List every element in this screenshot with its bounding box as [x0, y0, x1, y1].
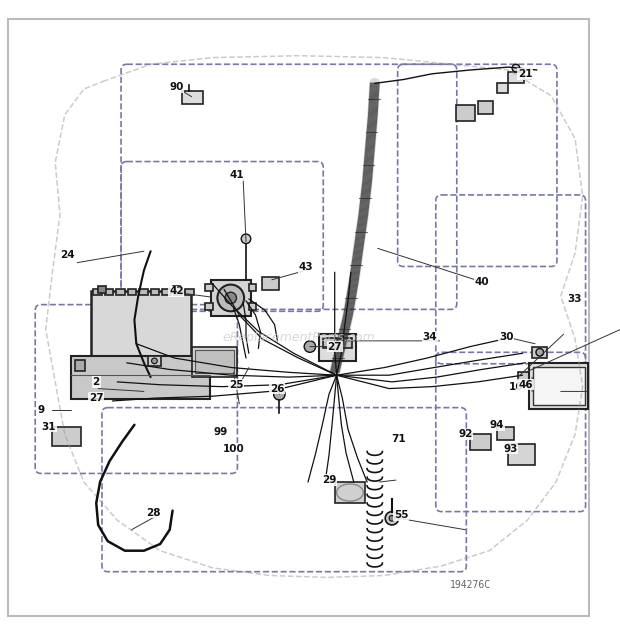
Bar — [182, 91, 203, 104]
Text: 100: 100 — [223, 444, 244, 453]
Text: 16: 16 — [508, 382, 523, 392]
Bar — [192, 347, 237, 377]
Text: 94: 94 — [490, 420, 504, 430]
Bar — [71, 356, 210, 399]
Bar — [508, 444, 535, 465]
Text: 42: 42 — [169, 286, 184, 297]
Text: 31: 31 — [42, 422, 56, 432]
Bar — [323, 338, 337, 347]
Bar — [105, 290, 113, 295]
Text: 21: 21 — [518, 69, 533, 79]
Text: 71: 71 — [391, 434, 406, 444]
Bar — [205, 303, 213, 311]
Text: 30: 30 — [499, 332, 513, 342]
Text: 27: 27 — [89, 393, 104, 403]
Text: 9: 9 — [37, 406, 45, 415]
Text: eReplacementParts.com: eReplacementParts.com — [222, 331, 374, 344]
Bar — [162, 290, 170, 295]
Circle shape — [218, 284, 244, 311]
Text: 90: 90 — [169, 82, 184, 92]
Text: 40: 40 — [474, 277, 489, 287]
Bar — [128, 290, 136, 295]
Circle shape — [151, 358, 157, 364]
Bar — [532, 347, 547, 358]
Bar — [94, 290, 102, 295]
Text: 29: 29 — [322, 475, 336, 485]
Bar — [456, 105, 475, 121]
Bar — [205, 284, 213, 291]
Bar — [211, 280, 250, 316]
Bar — [533, 366, 585, 404]
Text: 26: 26 — [270, 384, 285, 394]
Text: 99: 99 — [213, 427, 228, 438]
Bar — [529, 363, 588, 408]
Text: 2: 2 — [92, 377, 100, 387]
Circle shape — [241, 234, 250, 244]
Bar — [52, 427, 81, 446]
Text: 27: 27 — [327, 342, 342, 352]
Bar — [319, 334, 356, 361]
Bar — [148, 356, 161, 366]
Text: 25: 25 — [229, 380, 244, 390]
Bar — [172, 286, 180, 293]
Circle shape — [536, 349, 544, 356]
Bar — [195, 351, 234, 373]
Bar — [193, 360, 203, 371]
Bar — [470, 434, 491, 450]
FancyBboxPatch shape — [7, 20, 590, 615]
Circle shape — [389, 516, 395, 521]
Text: 24: 24 — [60, 250, 75, 260]
Text: 28: 28 — [146, 507, 161, 518]
Text: 33: 33 — [568, 294, 582, 304]
Bar — [535, 372, 546, 385]
Bar — [335, 482, 365, 503]
Bar — [497, 83, 508, 93]
Text: 55: 55 — [394, 511, 409, 521]
Circle shape — [225, 292, 236, 304]
Bar — [478, 100, 493, 114]
Bar — [117, 290, 125, 295]
Text: 46: 46 — [518, 380, 533, 390]
Bar — [98, 286, 106, 293]
Bar — [139, 290, 148, 295]
Text: 92: 92 — [458, 429, 472, 439]
Text: 43: 43 — [299, 262, 313, 272]
Text: 34: 34 — [423, 332, 437, 342]
Circle shape — [304, 341, 316, 352]
Text: 41: 41 — [229, 170, 244, 180]
Bar — [262, 277, 280, 290]
Text: 194276C: 194276C — [450, 580, 490, 590]
Bar — [174, 290, 182, 295]
Bar — [249, 303, 257, 311]
Circle shape — [385, 512, 399, 525]
Bar — [249, 284, 257, 291]
Text: 93: 93 — [503, 444, 517, 453]
Bar — [75, 360, 85, 371]
Circle shape — [512, 64, 520, 72]
Bar — [185, 290, 193, 295]
Circle shape — [273, 389, 285, 400]
Bar — [518, 372, 535, 385]
Bar — [151, 290, 159, 295]
Bar — [91, 291, 191, 356]
Bar — [497, 427, 514, 440]
Bar — [339, 338, 352, 347]
Bar — [508, 72, 523, 83]
